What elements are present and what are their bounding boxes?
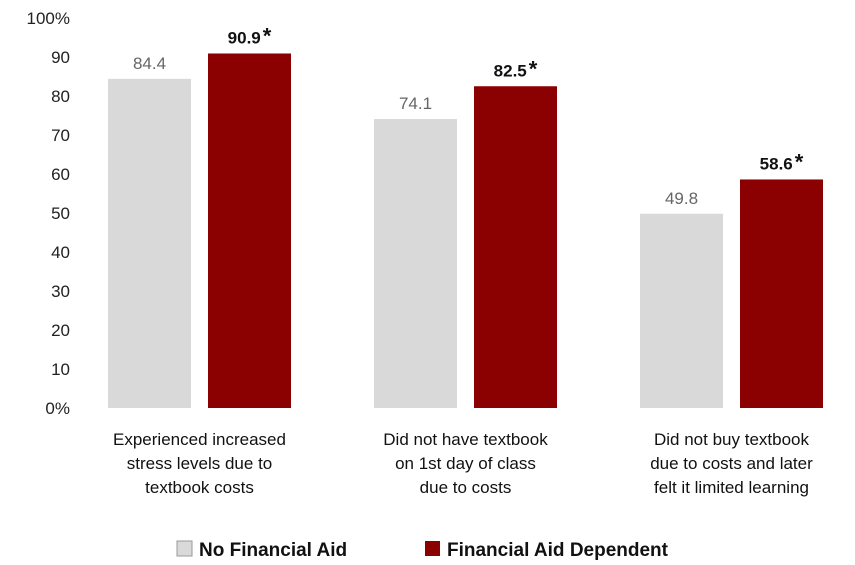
y-axis: 0% 10 20 30 40 50 60 70 80 90 100%: [27, 9, 70, 418]
bar-no-financial-aid: [640, 213, 723, 408]
legend: No Financial Aid Financial Aid Dependent: [176, 540, 669, 561]
category-label: textbook costs: [145, 478, 254, 497]
category-label: Did not have textbook: [383, 430, 548, 449]
legend-swatch: [425, 541, 440, 556]
data-label: 82.5*: [494, 56, 538, 81]
y-tick-label: 70: [51, 126, 70, 145]
data-label: 74.1: [399, 94, 432, 113]
significance-marker: *: [795, 149, 804, 174]
category-label: felt it limited learning: [654, 478, 809, 497]
y-tick-label: 10: [51, 360, 70, 379]
data-label: 90.9*: [228, 23, 272, 48]
bar-financial-aid-dependent: [208, 53, 291, 409]
category-label: due to costs and later: [650, 454, 813, 473]
y-tick-label: 20: [51, 321, 70, 340]
y-tick-label: 90: [51, 48, 70, 67]
y-tick-label: 60: [51, 165, 70, 184]
y-tick-label: 30: [51, 282, 70, 301]
bar-financial-aid-dependent: [474, 86, 557, 408]
data-label-value: 90.9: [228, 28, 261, 47]
category-label: Experienced increased: [113, 430, 286, 449]
bar-no-financial-aid: [374, 119, 457, 408]
legend-label: Financial Aid Dependent: [447, 540, 669, 561]
bars: [108, 53, 823, 409]
y-tick-label: 40: [51, 243, 70, 262]
significance-marker: *: [529, 56, 538, 81]
data-label-value: 49.8: [665, 189, 698, 208]
category-label: stress levels due to: [127, 454, 273, 473]
category-label: on 1st day of class: [395, 454, 536, 473]
category-label: due to costs: [420, 478, 512, 497]
legend-label: No Financial Aid: [199, 540, 347, 561]
legend-swatch: [176, 540, 193, 557]
data-label: 58.6*: [760, 149, 804, 174]
data-label-value: 58.6: [760, 154, 793, 173]
data-label: 49.8: [665, 189, 698, 208]
data-label-value: 82.5: [494, 61, 527, 80]
significance-marker: *: [263, 23, 272, 48]
y-tick-label: 80: [51, 87, 70, 106]
data-label: 84.4: [133, 54, 166, 73]
data-label-value: 74.1: [399, 94, 432, 113]
bar-financial-aid-dependent: [740, 179, 823, 408]
category-label: Did not buy textbook: [654, 430, 809, 449]
y-tick-label: 100%: [27, 9, 70, 28]
category-labels: Experienced increased stress levels due t…: [113, 430, 813, 497]
data-label-value: 84.4: [133, 54, 166, 73]
y-tick-label: 50: [51, 204, 70, 223]
value-labels: 84.474.149.890.9*82.5*58.6*: [133, 23, 804, 207]
y-tick-label: 0%: [45, 399, 70, 418]
bar-no-financial-aid: [108, 78, 191, 408]
